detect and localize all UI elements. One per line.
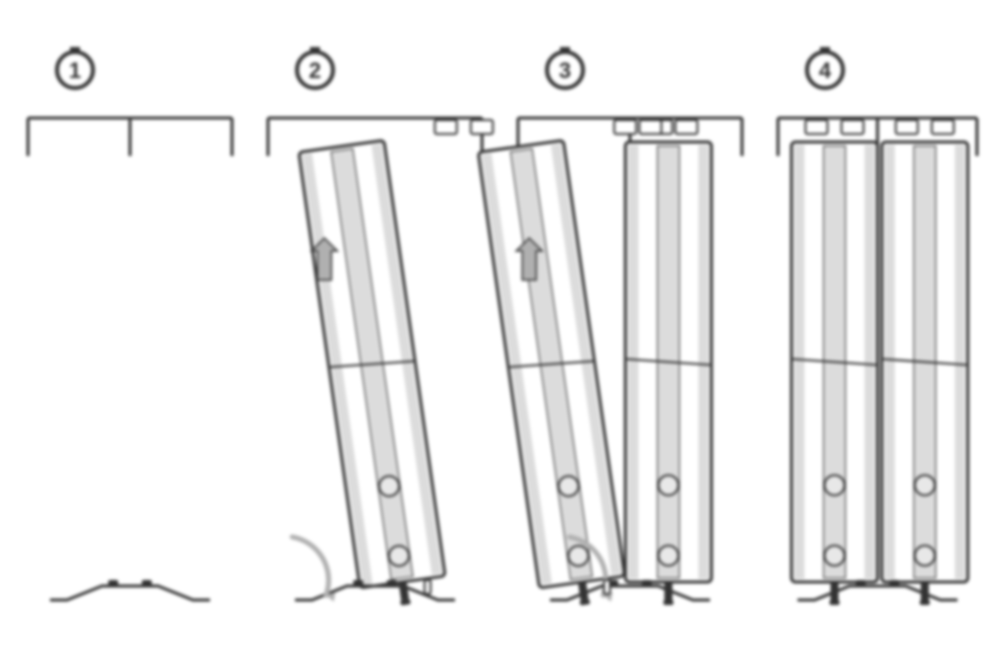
step-number: 2 [309,58,321,83]
step-number: 4 [819,58,832,83]
door-panel [792,142,878,605]
instruction-diagram: 1 2 3 4 [0,0,1000,666]
door-panel [882,142,968,605]
step-number: 1 [69,58,81,83]
step-number: 3 [559,58,571,83]
door-panel [625,142,711,605]
